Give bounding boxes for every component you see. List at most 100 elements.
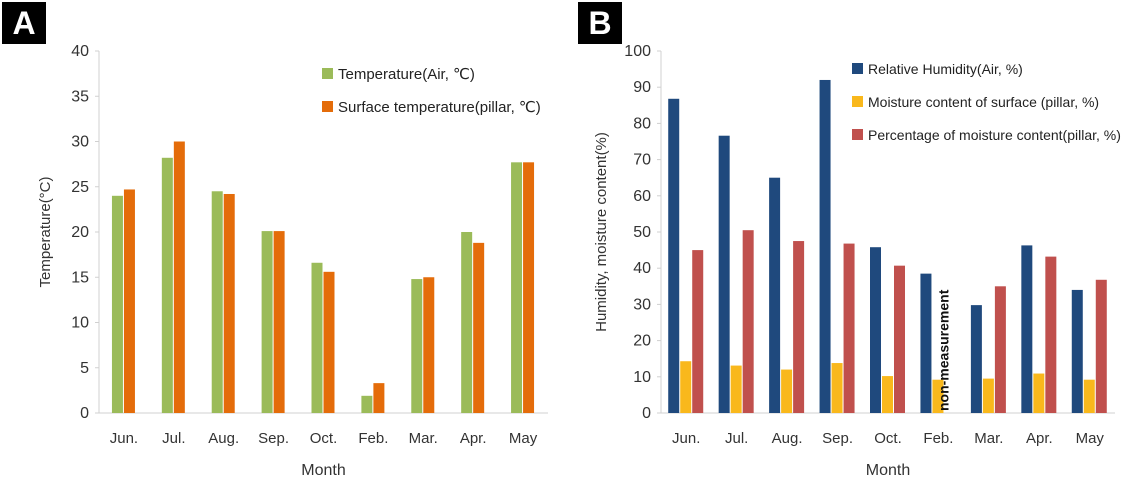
bar-relative-humidity-air-jul xyxy=(718,135,730,413)
bar-moisture-content-of-surf-oct xyxy=(882,376,893,413)
bar-temperature-air-oct xyxy=(311,262,323,413)
bar-percentage-of-moisture-c-jul xyxy=(742,230,754,413)
bar-percentage-of-moisture-c-mar xyxy=(994,286,1006,413)
bar-surface-temperature-pill-sep xyxy=(273,231,285,413)
y-tick-label: 0 xyxy=(80,405,89,422)
x-tick-label: Jun. xyxy=(110,430,138,447)
legend-swatch xyxy=(322,68,333,79)
x-tick-label: Sep. xyxy=(258,430,289,447)
y-tick-label: 20 xyxy=(71,224,89,241)
x-tick-label: May xyxy=(509,430,538,447)
bar-relative-humidity-air-mar xyxy=(970,305,982,413)
y-tick-label: 20 xyxy=(633,333,651,350)
bar-surface-temperature-pill-apr xyxy=(473,242,485,413)
x-tick-label: Sep. xyxy=(822,430,853,447)
x-tick-label: Oct. xyxy=(874,430,902,447)
y-tick-label: 25 xyxy=(71,179,89,196)
bar-moisture-content-of-surf-mar xyxy=(982,378,994,413)
bar-temperature-air-may xyxy=(511,162,523,413)
x-tick-label: Jul. xyxy=(725,430,748,447)
x-axis-title: Month xyxy=(301,462,345,479)
y-tick-label: 50 xyxy=(633,224,651,241)
bar-percentage-of-moisture-c-oct xyxy=(894,265,905,413)
legend-label: Surface temperature(pillar, ℃) xyxy=(338,99,541,116)
bar-moisture-content-of-surf-feb xyxy=(932,379,944,413)
y-tick-label: 80 xyxy=(633,115,651,132)
y-tick-label: 0 xyxy=(642,405,651,422)
bar-moisture-content-of-surf-sep xyxy=(831,363,843,413)
y-axis-title: Temperature(°C) xyxy=(37,176,54,287)
x-tick-label: Apr. xyxy=(460,430,487,447)
y-tick-label: 70 xyxy=(633,152,651,169)
bar-moisture-content-of-surf-jul xyxy=(730,365,742,413)
x-tick-label: Aug. xyxy=(208,430,239,447)
bar-percentage-of-moisture-c-aug xyxy=(793,241,805,413)
y-axis-title: Humidity, moisture content(%) xyxy=(593,132,610,332)
y-tick-label: 40 xyxy=(71,43,89,60)
legend-swatch xyxy=(852,129,863,140)
bar-percentage-of-moisture-c-may xyxy=(1095,279,1107,413)
bar-relative-humidity-air-feb xyxy=(920,273,932,413)
bar-temperature-air-mar xyxy=(411,279,423,413)
bar-moisture-content-of-surf-may xyxy=(1083,379,1095,413)
humidity-bar-chart: 0 10 20 30 40 50 60 70 80 90 100 Jun. Jul. Aug. Sep. Oc… xyxy=(593,43,1121,479)
y-tick-label: 35 xyxy=(71,88,89,105)
panel-label-a: A xyxy=(2,2,46,44)
bar-moisture-content-of-surf-apr xyxy=(1033,373,1045,413)
bar-surface-temperature-pill-aug xyxy=(223,193,235,413)
y-tick-label: 100 xyxy=(624,43,651,60)
x-tick-label: May xyxy=(1076,430,1105,447)
temperature-bar-chart: 0 5 10 15 20 25 30 35 40 Jun. Jul. Aug. Sep. Oct. Feb.… xyxy=(37,43,548,479)
bar-surface-temperature-pill-oct xyxy=(323,271,335,413)
y-tick-label: 30 xyxy=(71,134,89,151)
bar-relative-humidity-air-oct xyxy=(870,247,881,413)
bar-percentage-of-moisture-c-apr xyxy=(1045,256,1057,413)
y-tick-label: 90 xyxy=(633,79,651,96)
x-axis-title: Month xyxy=(866,462,910,479)
x-tick-label: Jul. xyxy=(162,430,185,447)
chart-panel-b: B 0 10 20 30 40 50 60 70 80 90 100 Jun. Jul. Aug. Sep.… xyxy=(570,0,1140,485)
y-tick-label: 15 xyxy=(71,269,89,286)
bar-surface-temperature-pill-jul xyxy=(173,141,185,413)
bar-relative-humidity-air-sep xyxy=(819,79,831,414)
bar-temperature-air-jul xyxy=(161,157,173,413)
x-tick-label: Jun. xyxy=(672,430,700,447)
bar-surface-temperature-pill-may xyxy=(523,162,535,413)
y-tick-label: 30 xyxy=(633,296,651,313)
x-tick-label: Feb. xyxy=(358,430,388,447)
x-tick-label: Aug. xyxy=(772,430,803,447)
bar-relative-humidity-air-apr xyxy=(1021,245,1033,413)
bar-moisture-content-of-surf-jun xyxy=(680,361,692,413)
x-tick-label: Oct. xyxy=(310,430,338,447)
bar-surface-temperature-pill-feb xyxy=(373,383,385,413)
bar-relative-humidity-air-aug xyxy=(769,177,781,413)
x-tick-label: Mar. xyxy=(974,430,1003,447)
y-tick-label: 10 xyxy=(71,315,89,332)
legend-label: Relative Humidity(Air, %) xyxy=(868,61,1023,77)
y-tick-label: 60 xyxy=(633,188,651,205)
legend-swatch xyxy=(322,101,333,112)
legend-label: Percentage of moisture content(pillar, %… xyxy=(868,127,1121,143)
legend-swatch xyxy=(852,96,863,107)
bar-temperature-air-jun xyxy=(111,195,123,413)
y-tick-label: 10 xyxy=(633,369,651,386)
bar-temperature-air-sep xyxy=(261,231,273,413)
panel-label-b: B xyxy=(578,2,622,44)
annotation-non-measurement: non-measurement xyxy=(935,289,951,411)
y-tick-label: 40 xyxy=(633,260,651,277)
x-tick-label: Mar. xyxy=(409,430,438,447)
legend-swatch xyxy=(852,63,863,74)
bar-percentage-of-moisture-c-sep xyxy=(843,243,855,413)
bar-moisture-content-of-surf-aug xyxy=(781,369,793,413)
bar-temperature-air-feb xyxy=(361,395,373,413)
bar-surface-temperature-pill-jun xyxy=(123,189,135,413)
chart-panel-a: A 0 5 10 15 20 25 30 35 40 Jun. Jul. Aug. Sep. Oct. Fe… xyxy=(2,2,548,479)
y-tick-label: 5 xyxy=(80,360,89,377)
x-tick-label: Apr. xyxy=(1026,430,1053,447)
bar-surface-temperature-pill-mar xyxy=(423,277,435,413)
legend-label: Temperature(Air, ℃) xyxy=(338,66,475,83)
bar-relative-humidity-air-may xyxy=(1071,289,1083,413)
bar-relative-humidity-air-jun xyxy=(668,98,680,413)
legend-label: Moisture content of surface (pillar, %) xyxy=(868,94,1099,110)
bar-temperature-air-aug xyxy=(211,191,223,413)
